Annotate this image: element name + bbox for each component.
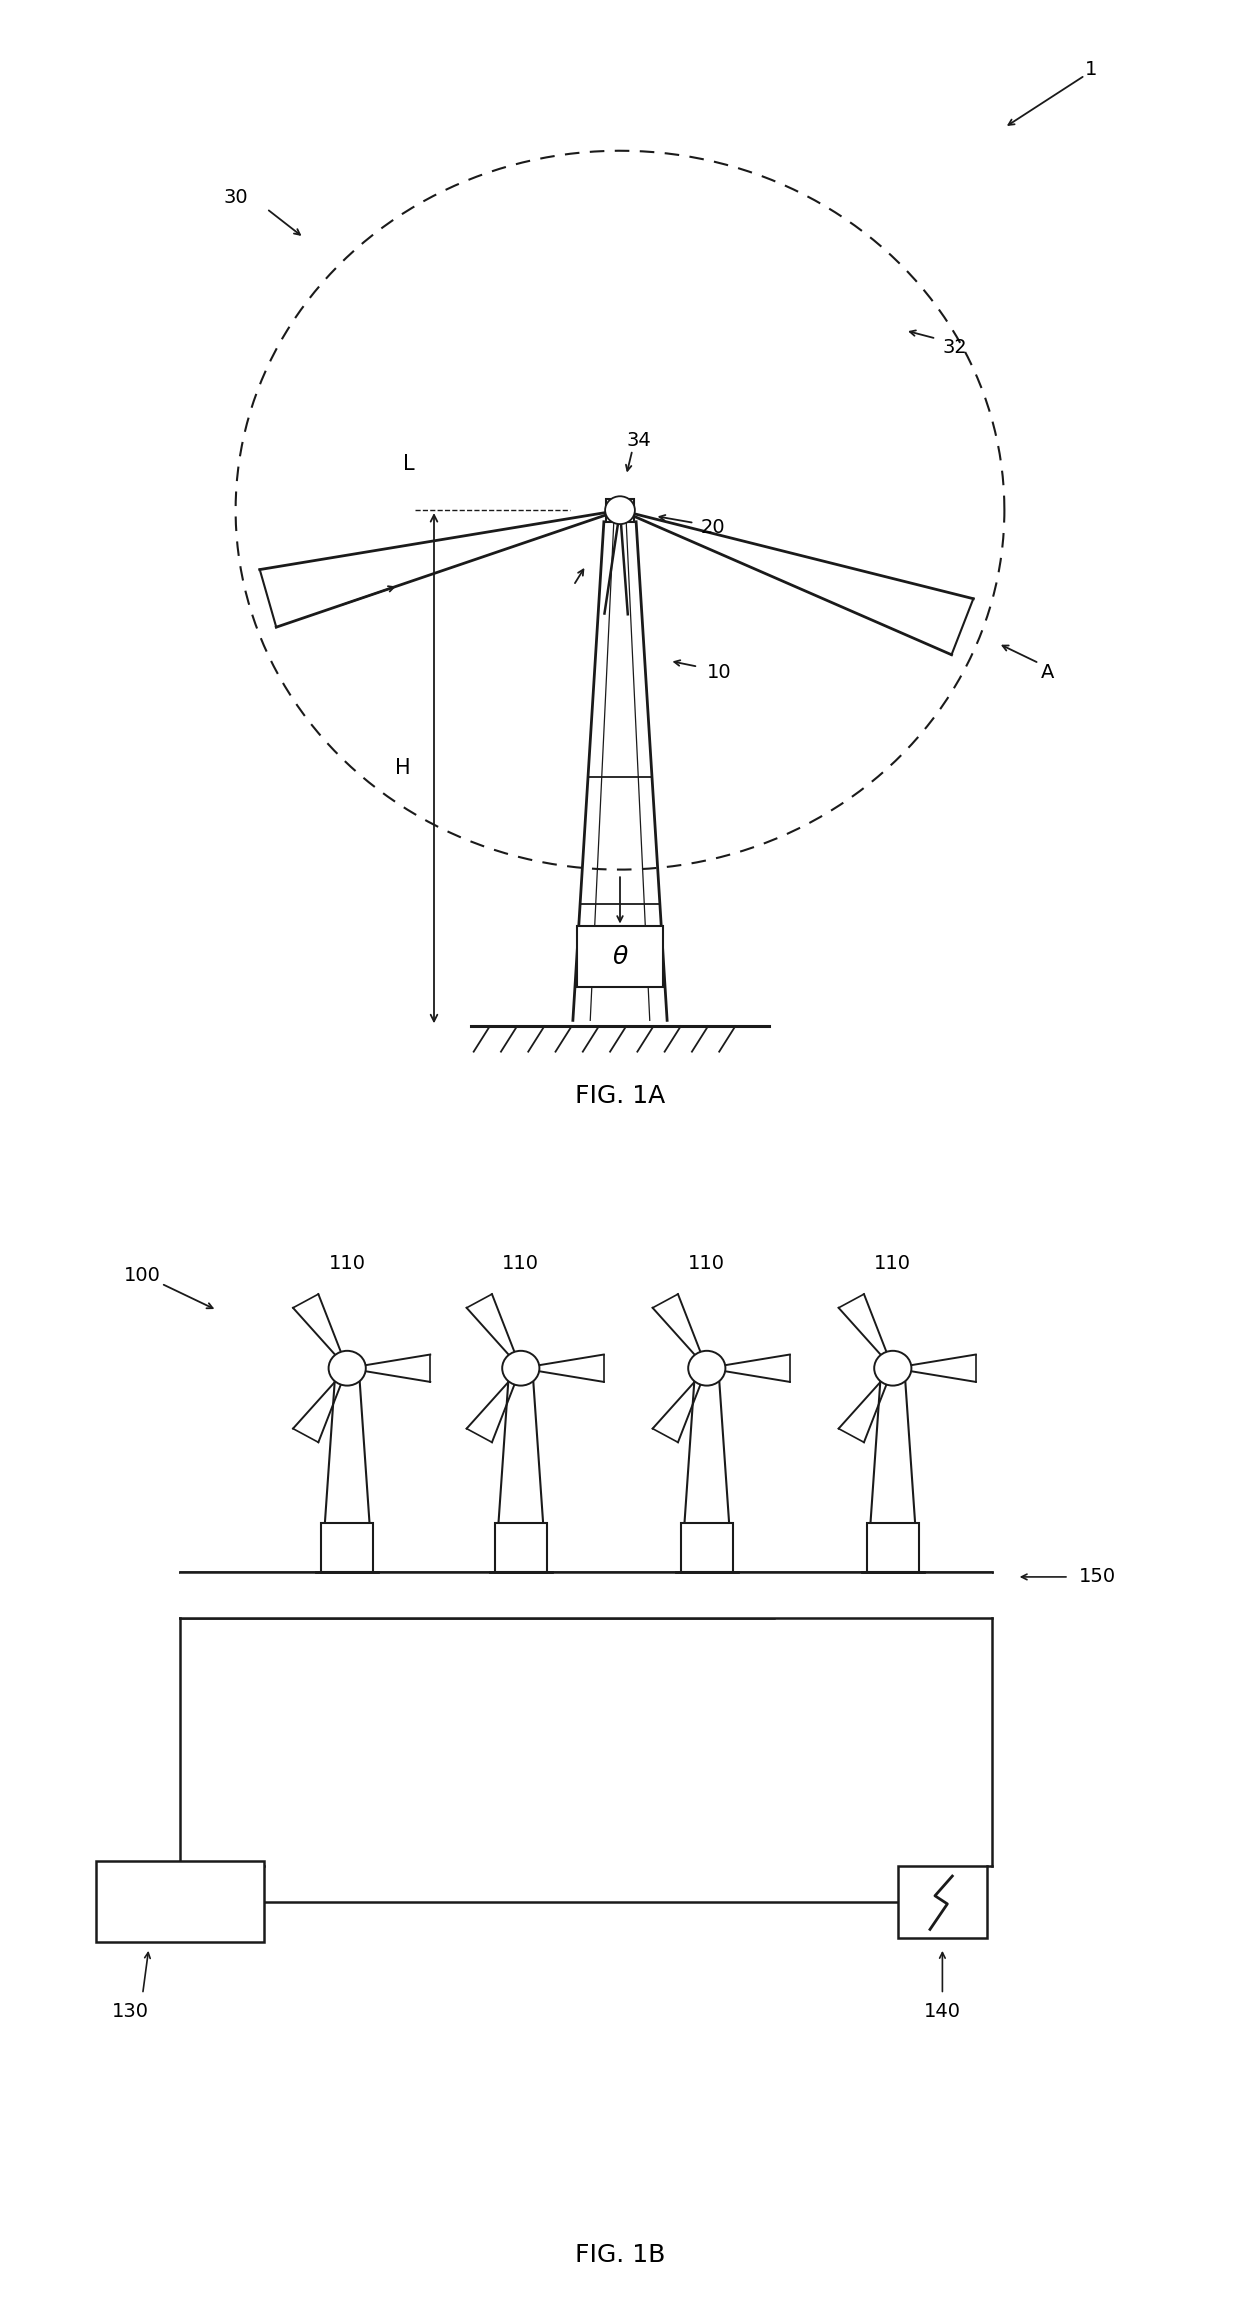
Text: L: L xyxy=(403,455,415,473)
Text: FIG. 1B: FIG. 1B xyxy=(575,2242,665,2268)
Text: $\theta$: $\theta$ xyxy=(611,944,629,969)
Text: 32: 32 xyxy=(942,339,967,357)
Text: 110: 110 xyxy=(502,1255,539,1273)
Text: 1: 1 xyxy=(1085,60,1097,79)
Text: PPC: PPC xyxy=(159,1892,201,1911)
Text: H: H xyxy=(396,758,410,779)
Text: 110: 110 xyxy=(329,1255,366,1273)
Text: 110: 110 xyxy=(688,1255,725,1273)
Text: A: A xyxy=(1042,663,1054,682)
Text: 140: 140 xyxy=(924,2001,961,2022)
Text: 20: 20 xyxy=(701,517,725,538)
Text: 30: 30 xyxy=(223,188,248,206)
Text: FIG. 1A: FIG. 1A xyxy=(575,1083,665,1108)
Text: 130: 130 xyxy=(112,2001,149,2022)
Bar xyxy=(867,1524,919,1572)
Text: 110: 110 xyxy=(874,1255,911,1273)
Bar xyxy=(898,1864,987,1939)
Text: 150: 150 xyxy=(1079,1568,1116,1586)
Bar xyxy=(606,499,634,522)
Bar xyxy=(681,1524,733,1572)
Bar xyxy=(180,1572,992,1619)
Text: 34: 34 xyxy=(626,431,651,450)
Circle shape xyxy=(874,1350,911,1387)
Circle shape xyxy=(605,496,635,524)
Circle shape xyxy=(502,1350,539,1387)
Text: 100: 100 xyxy=(124,1266,161,1285)
Bar xyxy=(495,1524,547,1572)
Bar xyxy=(321,1524,373,1572)
Bar xyxy=(577,925,663,988)
Bar xyxy=(95,1860,263,1943)
Circle shape xyxy=(329,1350,366,1387)
Circle shape xyxy=(688,1350,725,1387)
Text: 10: 10 xyxy=(707,663,732,682)
